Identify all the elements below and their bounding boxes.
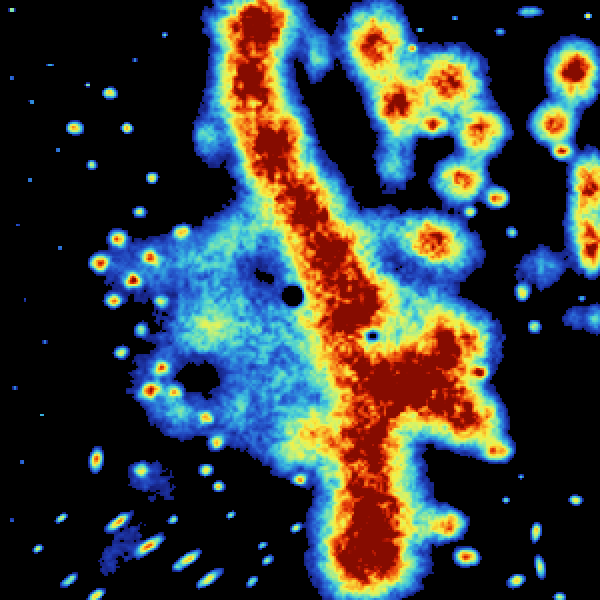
radar-display bbox=[0, 0, 600, 600]
radar-reflectivity-canvas bbox=[0, 0, 600, 600]
